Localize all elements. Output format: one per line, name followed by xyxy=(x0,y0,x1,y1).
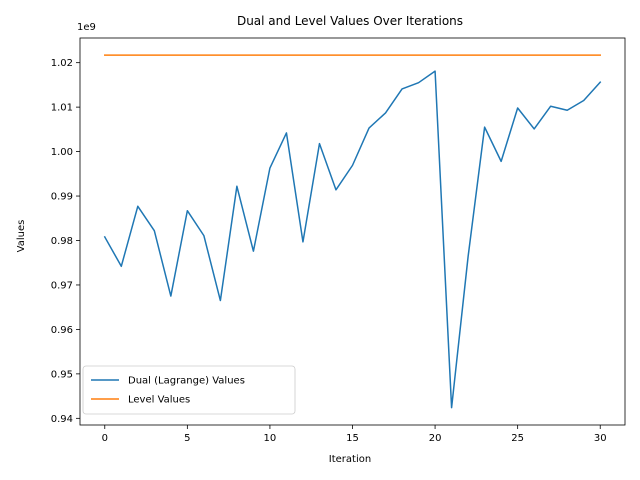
x-tick-label: 15 xyxy=(346,433,359,444)
x-tick-label: 5 xyxy=(184,433,190,444)
x-tick-label: 30 xyxy=(594,433,607,444)
y-tick-label: 1.00 xyxy=(51,147,73,158)
x-tick-label: 10 xyxy=(264,433,277,444)
legend: Dual (Lagrange) Values Level Values xyxy=(82,365,296,415)
y-offset-label: 1e9 xyxy=(77,22,96,33)
series-line-dual xyxy=(103,70,602,409)
y-axis-label: Values xyxy=(16,220,27,253)
y-tick-label: 0.99 xyxy=(51,192,73,203)
x-tick-label: 20 xyxy=(429,433,442,444)
x-tick-label: 0 xyxy=(102,433,108,444)
y-tick-label: 0.94 xyxy=(51,414,73,425)
legend-label-level: Level Values xyxy=(128,395,190,406)
y-tick-label: 1.01 xyxy=(51,103,73,114)
y-tick-label: 0.97 xyxy=(51,280,73,291)
legend-label-dual: Dual (Lagrange) Values xyxy=(128,376,245,387)
y-tick-label: 0.95 xyxy=(51,369,73,380)
plot-area: 0 5 10 15 20 25 30 0.94 0.95 0.96 0.97 0.98 0.99 1.00… xyxy=(51,37,626,444)
x-tick-label: 25 xyxy=(511,433,524,444)
y-tick-label: 1.02 xyxy=(51,58,73,69)
y-tick-label: 0.96 xyxy=(51,325,73,336)
chart-title: Dual and Level Values Over Iterations xyxy=(237,14,463,28)
legend-box xyxy=(82,365,296,415)
x-axis-label: Iteration xyxy=(329,454,371,465)
y-tick-label: 0.98 xyxy=(51,236,73,247)
